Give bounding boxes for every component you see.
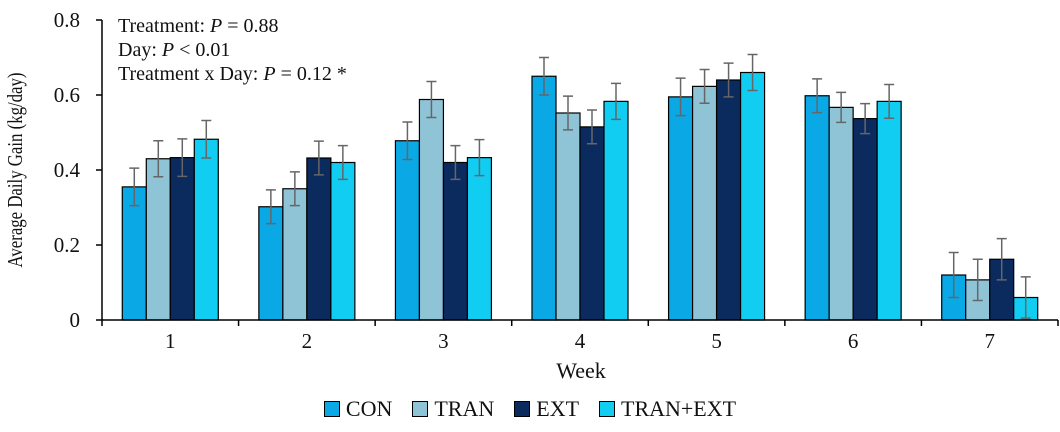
x-tick-label-week-6: 6	[848, 329, 859, 353]
error-bar-tran-ext-week-2	[337, 144, 348, 181]
axes	[96, 19, 1059, 326]
bar-tran-week-4	[555, 112, 581, 321]
legend-label-con: CON	[345, 396, 393, 421]
x-tick-label-week-5: 5	[711, 329, 722, 353]
error-bar-tran-ext-week-5	[747, 53, 758, 92]
y-axis-label: Average Daily Gain (kg/day)	[4, 73, 27, 268]
legend-swatch-tran	[412, 401, 429, 417]
bars	[121, 71, 1039, 321]
y-tick-label-0.2: 0.2	[54, 233, 80, 257]
error-bar-tran-week-3	[426, 80, 437, 119]
bar-tran-week-6	[828, 106, 854, 321]
error-bar-tran-week-4	[563, 95, 573, 131]
error-bars	[129, 53, 1031, 319]
error-bar-tran-week-1	[153, 140, 164, 178]
error-bar-con-week-5	[675, 77, 686, 117]
x-tick-label-week-7: 7	[984, 329, 995, 353]
y-tick-labels: 0 0.2 0.4 0.6 0.8	[54, 8, 81, 332]
error-bar-tran-week-2	[289, 171, 300, 207]
bar-ext-week-7	[989, 258, 1015, 321]
bar-tran-ext-week-5	[739, 71, 766, 321]
error-bar-tran-week-5	[699, 68, 710, 104]
error-bar-tran-ext-week-6	[884, 83, 895, 119]
y-tick-label-0.4: 0.4	[54, 158, 81, 182]
bar-tran-ext-week-3	[466, 157, 493, 321]
legend-label-ext: EXT	[536, 396, 580, 421]
error-bar-ext-week-7	[996, 237, 1007, 281]
bar-con-week-5	[667, 96, 694, 321]
y-tick-label-0: 0	[70, 308, 81, 332]
bar-tran-ext-week-2	[330, 161, 356, 321]
bar-con-week-1	[121, 186, 147, 321]
error-bar-ext-week-3	[450, 144, 461, 181]
legend-item-con: CON	[323, 396, 393, 422]
y-tick-label-0.8: 0.8	[54, 8, 80, 32]
error-bar-con-week-4	[539, 56, 549, 96]
bar-ext-week-4	[579, 126, 605, 321]
x-tick-label-week-1: 1	[165, 329, 176, 353]
bar-tran-week-3	[418, 98, 445, 321]
x-tick-label-week-3: 3	[438, 329, 449, 353]
bar-con-week-3	[394, 140, 421, 321]
legend-swatch-ext	[514, 401, 531, 417]
legend-label-tran: TRAN	[434, 396, 495, 421]
bar-ext-week-1	[169, 157, 195, 321]
x-axis-label: Week	[556, 358, 606, 383]
x-tick-label-week-2: 2	[302, 329, 313, 353]
error-bar-ext-week-1	[177, 138, 188, 178]
annotation-line-2: Day: P < 0.01	[118, 39, 230, 61]
error-bar-tran-ext-week-7	[1020, 276, 1031, 319]
error-bar-con-week-3	[402, 121, 413, 161]
legend-swatch-tran-ext	[599, 401, 616, 417]
error-bar-con-week-6	[812, 78, 823, 114]
error-bar-tran-ext-week-4	[611, 82, 621, 121]
error-bar-ext-week-5	[723, 62, 734, 98]
bar-con-week-2	[258, 206, 284, 321]
bar-tran-week-5	[691, 85, 718, 321]
bar-ext-week-6	[852, 118, 878, 321]
annotation-line-1: Treatment: P = 0.88	[118, 15, 279, 37]
error-bar-ext-week-6	[860, 102, 871, 135]
error-bar-con-week-2	[265, 189, 276, 225]
legend-label-tran-ext: TRAN+EXT	[621, 396, 737, 421]
legend-item-tran: TRAN	[412, 396, 494, 422]
bar-con-week-6	[804, 95, 830, 321]
error-bar-con-week-7	[948, 251, 959, 299]
bar-tran-ext-week-4	[603, 100, 629, 321]
error-bar-tran-ext-week-1	[201, 119, 212, 159]
legend-item-tran-ext: TRAN+EXT	[599, 396, 736, 422]
bar-tran-ext-week-6	[876, 100, 902, 321]
bar-ext-week-5	[715, 79, 742, 321]
error-bar-tran-ext-week-3	[474, 138, 485, 177]
bar-ext-week-3	[442, 161, 469, 321]
bar-tran-week-1	[145, 158, 171, 321]
legend-item-ext: EXT	[514, 396, 579, 422]
error-bar-tran-week-7	[972, 258, 983, 302]
error-bar-ext-week-4	[587, 109, 597, 145]
error-bar-tran-week-6	[836, 91, 847, 124]
x-tick-label-week-4: 4	[575, 329, 586, 353]
bar-ext-week-2	[306, 157, 332, 321]
bar-tran-ext-week-1	[193, 138, 219, 321]
legend: CON TRAN EXT TRAN+EXT	[0, 394, 1060, 424]
x-tick-labels: 1 2 3 4 5 6 7	[165, 329, 995, 353]
bar-tran-week-2	[282, 188, 308, 321]
annotation-line-3: Treatment x Day: P = 0.12 *	[118, 63, 347, 85]
y-tick-label-0.6: 0.6	[54, 83, 80, 107]
error-bar-con-week-1	[129, 167, 140, 207]
error-bar-ext-week-2	[313, 140, 324, 176]
legend-swatch-con	[323, 401, 340, 417]
bar-con-week-4	[531, 75, 557, 321]
